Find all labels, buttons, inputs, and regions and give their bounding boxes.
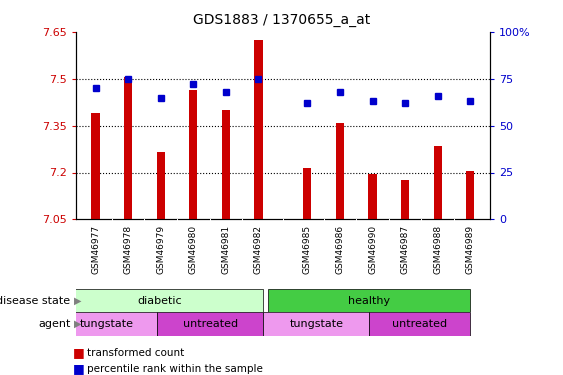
- Text: ■: ■: [73, 363, 85, 375]
- Bar: [222, 110, 230, 219]
- Bar: [336, 123, 344, 219]
- Bar: [56, 289, 263, 312]
- Text: GSM46990: GSM46990: [368, 225, 377, 274]
- Bar: [91, 113, 100, 219]
- Text: GDS1883 / 1370655_a_at: GDS1883 / 1370655_a_at: [193, 13, 370, 27]
- Bar: [158, 312, 263, 336]
- Bar: [268, 289, 470, 312]
- Bar: [303, 168, 311, 219]
- Text: ▶: ▶: [74, 319, 82, 329]
- Text: diabetic: diabetic: [137, 296, 182, 306]
- Bar: [254, 40, 262, 219]
- Text: GSM46985: GSM46985: [303, 225, 312, 274]
- Text: GSM46987: GSM46987: [401, 225, 410, 274]
- Text: disease state: disease state: [0, 296, 70, 306]
- Text: GSM46980: GSM46980: [189, 225, 198, 274]
- Text: untreated: untreated: [392, 319, 448, 329]
- Text: GSM46981: GSM46981: [221, 225, 230, 274]
- Bar: [369, 312, 470, 336]
- Text: GSM46979: GSM46979: [156, 225, 165, 274]
- Text: GSM46977: GSM46977: [91, 225, 100, 274]
- Text: percentile rank within the sample: percentile rank within the sample: [87, 364, 263, 374]
- Text: GSM46989: GSM46989: [466, 225, 475, 274]
- Text: agent: agent: [38, 319, 70, 329]
- Bar: [434, 146, 442, 219]
- Bar: [124, 77, 132, 219]
- Text: transformed count: transformed count: [87, 348, 185, 358]
- Text: GSM46978: GSM46978: [124, 225, 133, 274]
- Text: GSM46982: GSM46982: [254, 225, 263, 274]
- Text: ■: ■: [73, 346, 85, 359]
- Text: healthy: healthy: [348, 296, 390, 306]
- Bar: [401, 180, 409, 219]
- Text: untreated: untreated: [183, 319, 238, 329]
- Bar: [189, 90, 198, 219]
- Text: tungstate: tungstate: [289, 319, 343, 329]
- Text: GSM46988: GSM46988: [433, 225, 442, 274]
- Text: tungstate: tungstate: [80, 319, 134, 329]
- Text: ▶: ▶: [74, 296, 82, 306]
- Bar: [263, 312, 369, 336]
- Bar: [157, 152, 165, 219]
- Bar: [56, 312, 158, 336]
- Text: GSM46986: GSM46986: [336, 225, 345, 274]
- Bar: [466, 171, 475, 219]
- Bar: [368, 174, 377, 219]
